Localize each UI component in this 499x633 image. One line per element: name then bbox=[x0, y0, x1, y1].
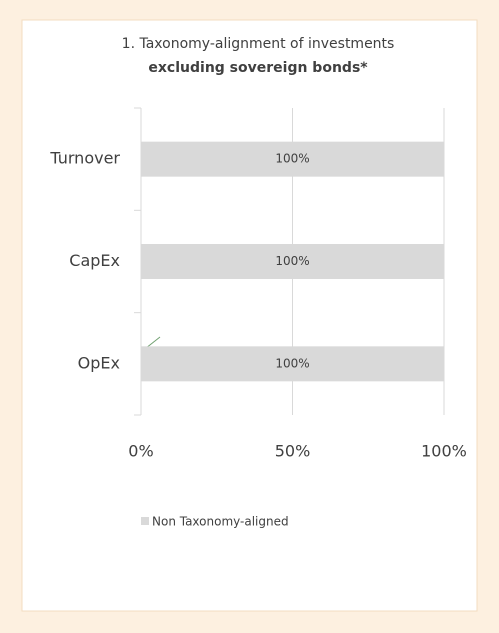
y-tick-label: Turnover bbox=[49, 149, 120, 168]
x-tick-label: 100% bbox=[421, 442, 467, 461]
bar bbox=[141, 141, 444, 177]
legend-label: Non Taxonomy-aligned bbox=[152, 515, 289, 529]
value-label: 100% bbox=[275, 254, 309, 268]
value-label: 100% bbox=[275, 152, 309, 166]
value-label: 100% bbox=[275, 356, 309, 370]
chart-subtitle: excluding sovereign bonds* bbox=[148, 60, 368, 76]
x-tick-label: 0% bbox=[128, 442, 153, 461]
bar bbox=[141, 346, 444, 382]
legend-swatch bbox=[141, 517, 149, 525]
x-tick-label: 50% bbox=[275, 442, 311, 461]
panel bbox=[21, 19, 478, 612]
bar bbox=[141, 244, 444, 279]
y-tick-label: CapEx bbox=[69, 251, 120, 270]
chart-title: 1. Taxonomy-alignment of investments bbox=[122, 36, 395, 52]
y-tick-label: OpEx bbox=[78, 353, 120, 372]
